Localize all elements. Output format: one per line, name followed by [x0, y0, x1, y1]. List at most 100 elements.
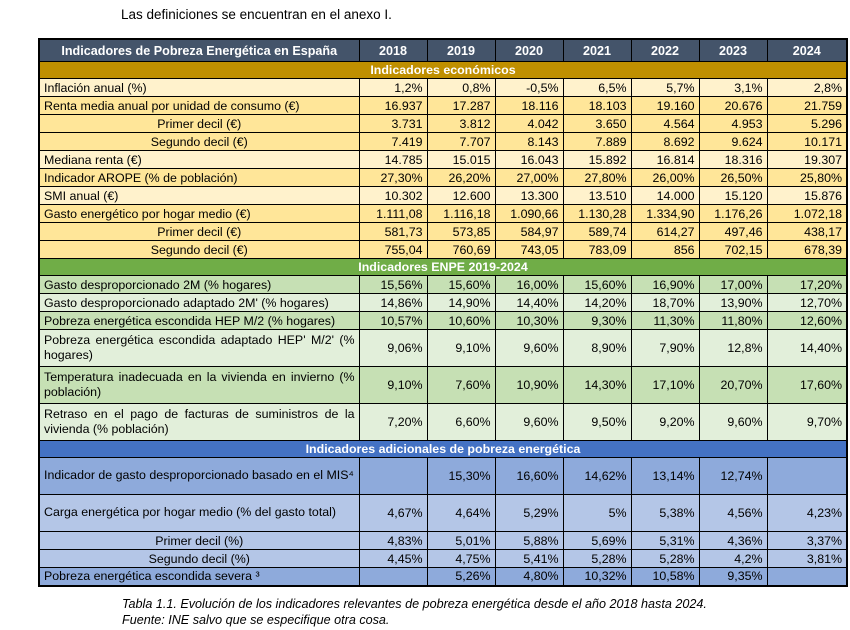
table-row: SMI anual (€) 10.302 12.600 13.300 13.510 14.… [38, 186, 848, 205]
value-cell [358, 457, 428, 495]
row-label: Gasto energético por hogar medio (€) [38, 204, 360, 223]
row-label: Segundo decil (%) [38, 549, 360, 568]
value-cell: 3.731 [358, 114, 428, 133]
table-row: Pobreza energética escondida severa ³ 5,2… [38, 567, 848, 586]
value-cell: 15.015 [426, 150, 496, 169]
value-cell: 14,40% [494, 293, 564, 312]
intro-text: Las definiciones se encuentran en el ane… [121, 7, 392, 22]
value-cell: 9,60% [494, 403, 564, 441]
value-cell: 589,74 [562, 222, 632, 241]
value-cell: 678,39 [766, 240, 848, 259]
value-cell: 9,20% [630, 403, 700, 441]
row-label: Mediana renta (€) [38, 150, 360, 169]
value-cell: 15,60% [426, 275, 496, 294]
year-column-header: 2018 [358, 38, 428, 62]
row-label: Renta media anual por unidad de consumo … [38, 96, 360, 115]
value-cell: 16.043 [494, 150, 564, 169]
value-cell: 14,86% [358, 293, 428, 312]
table-row: Primer decil (€) 3.731 3.812 4.042 3.650 4.56… [38, 114, 848, 133]
year-column-header: 2024 [766, 38, 848, 62]
row-label: Inflación anual (%) [38, 78, 360, 97]
value-cell: 1.111,08 [358, 204, 428, 223]
value-cell: 4,83% [358, 531, 428, 550]
row-label: Indicador AROPE (% de población) [38, 168, 360, 187]
value-cell: 9,10% [426, 329, 496, 367]
value-cell: 3,37% [766, 531, 848, 550]
row-label: Indicador de gasto desproporcionado basa… [38, 457, 360, 495]
row-label: Primer decil (%) [38, 531, 360, 550]
value-cell: 4.564 [630, 114, 700, 133]
value-cell: 7.889 [562, 132, 632, 151]
row-label: Carga energética por hogar medio (% del … [38, 494, 360, 532]
value-cell: 4.042 [494, 114, 564, 133]
value-cell: 9,60% [494, 329, 564, 367]
value-cell: 12,8% [698, 329, 768, 367]
table-body: Indicadores de Pobreza Energética en Esp… [38, 38, 848, 586]
value-cell: 19.307 [766, 150, 848, 169]
value-cell: 17,00% [698, 275, 768, 294]
table-row: Indicador de gasto desproporcionado basa… [38, 457, 848, 495]
value-cell: 10,90% [494, 366, 564, 404]
value-cell: 4.953 [698, 114, 768, 133]
row-label: Segundo decil (€) [38, 240, 360, 259]
value-cell: 18.103 [562, 96, 632, 115]
value-cell: 18.116 [494, 96, 564, 115]
year-column-header: 2019 [426, 38, 496, 62]
value-cell [766, 567, 848, 586]
value-cell: 16.814 [630, 150, 700, 169]
table-row: Pobreza energética escondida adaptado HE… [38, 329, 848, 367]
value-cell: 27,30% [358, 168, 428, 187]
value-cell: 10,60% [426, 311, 496, 330]
value-cell: 7,90% [630, 329, 700, 367]
value-cell: 1,2% [358, 78, 428, 97]
value-cell: 16,00% [494, 275, 564, 294]
value-cell: 14,30% [562, 366, 632, 404]
value-cell: 3,81% [766, 549, 848, 568]
value-cell: 14,62% [562, 457, 632, 495]
value-cell: 5,29% [494, 494, 564, 532]
value-cell: 1.176,26 [698, 204, 768, 223]
value-cell: 9.624 [698, 132, 768, 151]
table-row: Primer decil (€) 581,73 573,85 584,97 589,74… [38, 222, 848, 241]
value-cell: 27,00% [494, 168, 564, 187]
table-row: Gasto desproporcionado 2M (% hogares) 15,… [38, 275, 848, 294]
value-cell [766, 457, 848, 495]
table-row: Retraso en el pago de facturas de sumini… [38, 403, 848, 441]
table-row: Segundo decil (%) 4,45% 4,75% 5,41% 5,28% 5,2… [38, 549, 848, 568]
value-cell: 581,73 [358, 222, 428, 241]
value-cell: 11,80% [698, 311, 768, 330]
value-cell: 9,30% [562, 311, 632, 330]
value-cell: 17.287 [426, 96, 496, 115]
value-cell: 6,5% [562, 78, 632, 97]
value-cell: 21.759 [766, 96, 848, 115]
value-cell: 13.300 [494, 186, 564, 205]
section-header: Indicadores adicionales de pobreza energ… [38, 440, 848, 458]
table-row: Pobreza energética escondida HEP M/2 (% … [38, 311, 848, 330]
value-cell: 1.072,18 [766, 204, 848, 223]
value-cell: 5,41% [494, 549, 564, 568]
value-cell: 27,80% [562, 168, 632, 187]
value-cell: -0,5% [494, 78, 564, 97]
value-cell: 14,40% [766, 329, 848, 367]
value-cell: 438,17 [766, 222, 848, 241]
value-cell: 4,80% [494, 567, 564, 586]
value-cell: 8.143 [494, 132, 564, 151]
value-cell: 18,70% [630, 293, 700, 312]
value-cell: 1.334,90 [630, 204, 700, 223]
value-cell: 3.812 [426, 114, 496, 133]
value-cell: 1.116,18 [426, 204, 496, 223]
value-cell: 17,10% [630, 366, 700, 404]
table-row: Gasto desproporcionado adaptado 2M' (% h… [38, 293, 848, 312]
value-cell: 4,23% [766, 494, 848, 532]
value-cell: 13,14% [630, 457, 700, 495]
row-label: Primer decil (€) [38, 114, 360, 133]
value-cell: 5% [562, 494, 632, 532]
value-cell [358, 567, 428, 586]
value-cell: 5,7% [630, 78, 700, 97]
value-cell: 3,1% [698, 78, 768, 97]
value-cell: 12,70% [766, 293, 848, 312]
section-header: Indicadores ENPE 2019-2024 [38, 258, 848, 276]
value-cell: 856 [630, 240, 700, 259]
section-header-row: Indicadores ENPE 2019-2024 [38, 258, 848, 276]
